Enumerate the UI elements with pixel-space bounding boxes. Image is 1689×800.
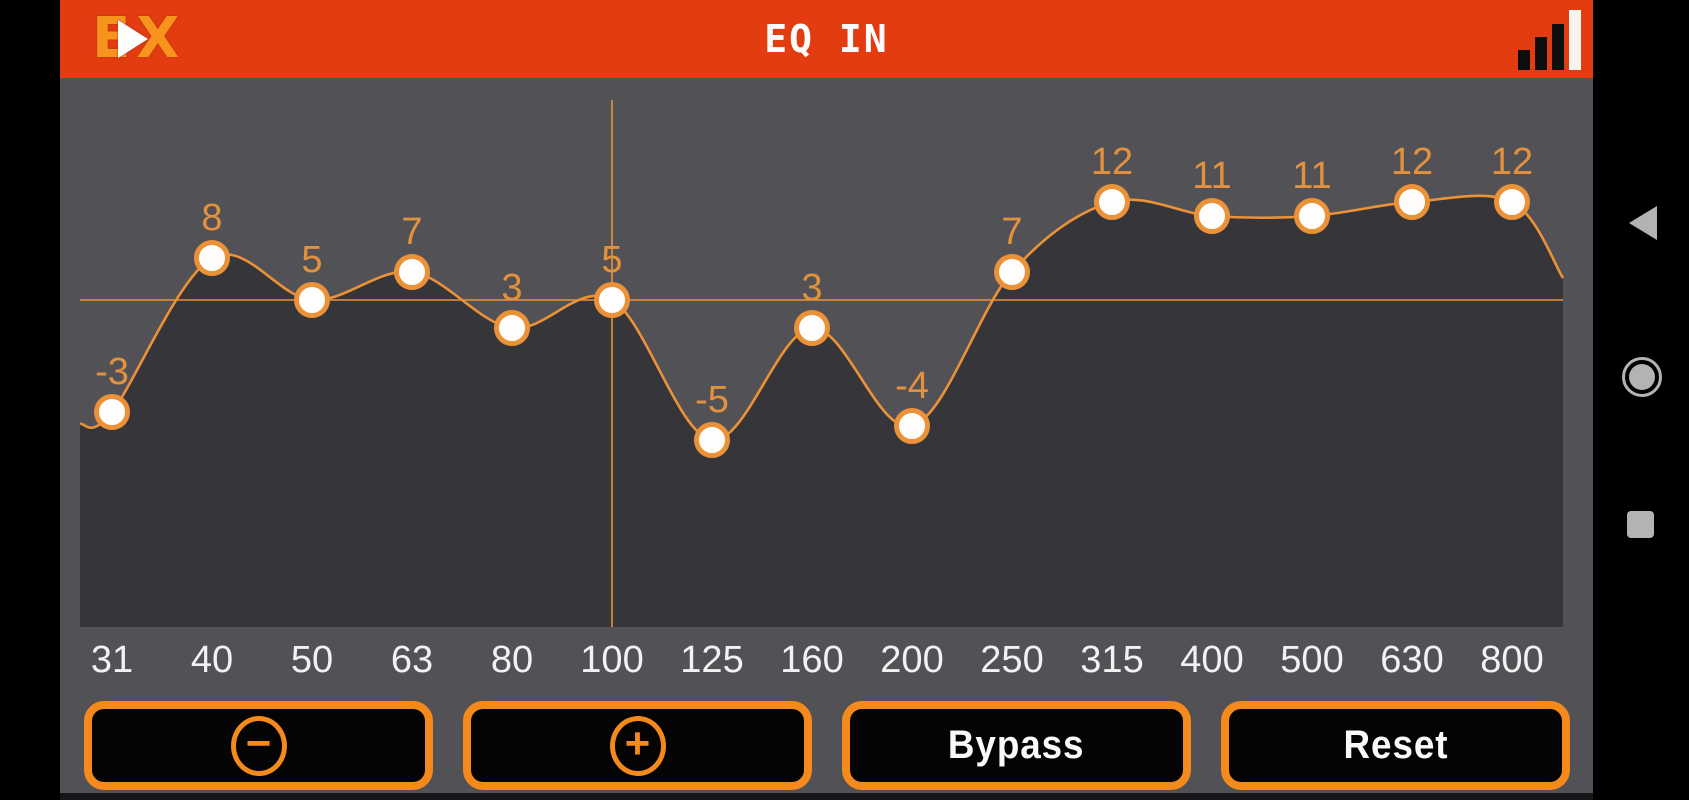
signal-bars-icon <box>1518 10 1581 70</box>
eq-point-250[interactable] <box>994 254 1030 290</box>
eq-value-label-400: 11 <box>1192 155 1231 197</box>
signal-bar-3 <box>1552 24 1564 70</box>
eq-point-500[interactable] <box>1294 198 1330 234</box>
gain-decrease-button[interactable]: − <box>84 701 433 790</box>
freq-label-200: 200 <box>880 639 944 681</box>
eq-value-label-31: -3 <box>95 351 129 393</box>
freq-label-63: 63 <box>390 639 434 681</box>
freq-label-250: 250 <box>980 639 1044 681</box>
eq-point-40[interactable] <box>194 240 230 276</box>
frequency-axis: 31 40 50 63 80 100 125 160 200 250 315 400 500 630 800 <box>60 627 1593 697</box>
eq-point-125[interactable] <box>694 422 730 458</box>
freq-label-630: 630 <box>1380 639 1444 681</box>
eq-app: E X EQ IN -3 8 5 7 3 5 -5 3 -4 7 12 11 11 12 12 31 40 50… <box>60 0 1593 800</box>
eq-curve-canvas: -3 8 5 7 3 5 -5 3 -4 7 12 11 11 12 12 <box>79 100 1565 627</box>
freq-label-315: 315 <box>1080 639 1144 681</box>
eq-chart: -3 8 5 7 3 5 -5 3 -4 7 12 11 11 12 12 <box>60 78 1593 627</box>
eq-value-label-125: -5 <box>695 379 729 421</box>
eq-value-label-250: 7 <box>1001 211 1022 253</box>
eq-area-fill <box>80 195 1563 627</box>
reset-label: Reset <box>1343 723 1448 767</box>
eq-point-315[interactable] <box>1094 184 1130 220</box>
eq-value-label-800: 12 <box>1491 141 1533 183</box>
bypass-button[interactable]: Bypass <box>842 701 1191 790</box>
eq-value-label-100: 5 <box>601 239 622 281</box>
gain-increase-button[interactable]: + <box>463 701 812 790</box>
eq-value-label-630: 12 <box>1391 141 1433 183</box>
eq-value-label-315: 12 <box>1091 141 1133 183</box>
freq-label-100: 100 <box>580 639 644 681</box>
eq-point-100[interactable] <box>594 282 630 318</box>
play-triangle-icon <box>118 20 149 58</box>
signal-bar-1 <box>1518 50 1530 70</box>
eq-value-label-50: 5 <box>301 239 322 281</box>
app-logo: E X <box>92 7 179 71</box>
reset-button[interactable]: Reset <box>1221 701 1570 790</box>
freq-label-80: 80 <box>490 639 534 681</box>
eq-point-50[interactable] <box>294 282 330 318</box>
eq-value-label-160: 3 <box>801 267 822 309</box>
eq-point-31[interactable] <box>94 394 130 430</box>
signal-bar-2 <box>1535 37 1547 70</box>
eq-value-label-40: 8 <box>201 197 222 239</box>
freq-label-50: 50 <box>290 639 334 681</box>
bypass-label: Bypass <box>948 723 1085 767</box>
page-title: EQ IN <box>764 17 889 61</box>
bottom-edge-strip <box>60 793 1593 800</box>
eq-point-630[interactable] <box>1394 184 1430 220</box>
freq-label-160: 160 <box>780 639 844 681</box>
android-nav-bar <box>1593 0 1689 800</box>
signal-bar-4 <box>1569 10 1581 70</box>
freq-label-40: 40 <box>190 639 234 681</box>
minus-circle-icon: − <box>230 715 287 776</box>
recents-icon[interactable] <box>1627 511 1654 538</box>
eq-value-label-63: 7 <box>401 211 422 253</box>
freq-label-400: 400 <box>1180 639 1244 681</box>
eq-value-label-200: -4 <box>895 365 929 407</box>
eq-point-200[interactable] <box>894 408 930 444</box>
eq-point-80[interactable] <box>494 310 530 346</box>
eq-point-160[interactable] <box>794 310 830 346</box>
eq-value-label-80: 3 <box>501 267 522 309</box>
freq-label-31: 31 <box>90 639 134 681</box>
control-bar: − + Bypass Reset <box>60 701 1593 791</box>
eq-point-63[interactable] <box>394 254 430 290</box>
app-header: E X EQ IN <box>60 0 1593 78</box>
home-icon[interactable] <box>1622 357 1662 397</box>
eq-point-800[interactable] <box>1494 184 1530 220</box>
eq-value-label-500: 11 <box>1292 155 1331 197</box>
plus-circle-icon: + <box>609 715 666 776</box>
freq-label-800: 800 <box>1480 639 1544 681</box>
freq-label-125: 125 <box>680 639 744 681</box>
freq-label-500: 500 <box>1280 639 1344 681</box>
back-icon[interactable] <box>1629 206 1657 240</box>
eq-point-400[interactable] <box>1194 198 1230 234</box>
